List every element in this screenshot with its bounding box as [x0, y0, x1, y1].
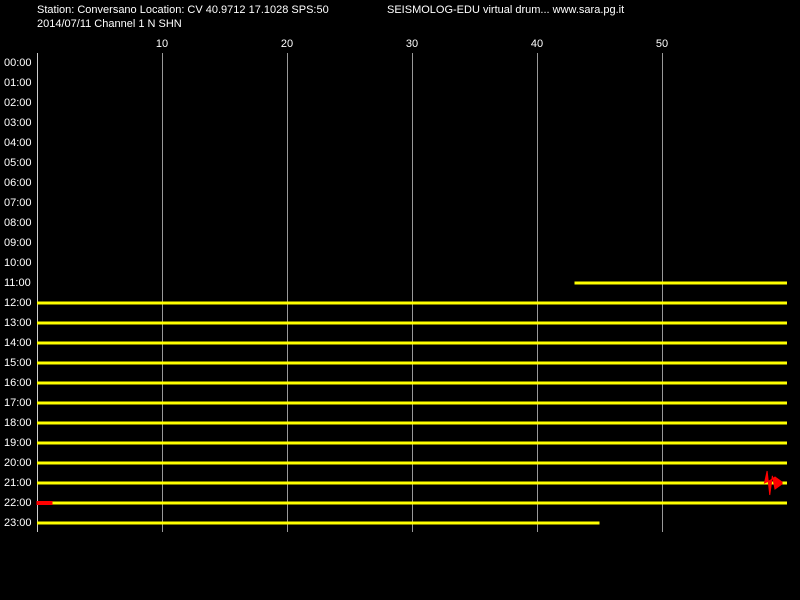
hour-label: 22:00 — [4, 497, 32, 509]
trace — [574, 281, 787, 285]
hour-label: 21:00 — [4, 477, 32, 489]
hour-label: 02:00 — [4, 97, 32, 109]
x-tick-label: 10 — [156, 38, 168, 50]
source-annotation: SEISMOLOG-EDU virtual drum... www.sara.p… — [387, 4, 624, 16]
event-highlight — [763, 470, 783, 496]
hour-label: 15:00 — [4, 357, 32, 369]
x-tick-label: 30 — [406, 38, 418, 50]
hour-label: 06:00 — [4, 177, 32, 189]
trace — [37, 381, 787, 385]
trace — [37, 321, 787, 325]
x-tick-label: 40 — [531, 38, 543, 50]
hour-label: 04:00 — [4, 137, 32, 149]
hour-label: 03:00 — [4, 117, 32, 129]
hour-label: 07:00 — [4, 197, 32, 209]
station-title: Station: Conversano Location: CV 40.9712… — [37, 4, 329, 16]
hour-label: 05:00 — [4, 157, 32, 169]
trace — [37, 361, 787, 365]
hour-label: 16:00 — [4, 377, 32, 389]
trace — [37, 481, 787, 485]
hour-label: 01:00 — [4, 77, 32, 89]
trace — [37, 301, 787, 305]
x-tick-label: 20 — [281, 38, 293, 50]
hour-label: 14:00 — [4, 337, 32, 349]
trace — [37, 441, 787, 445]
hour-label: 23:00 — [4, 517, 32, 529]
event-highlight — [36, 501, 53, 505]
x-tick-label: 50 — [656, 38, 668, 50]
trace — [37, 501, 787, 505]
trace — [37, 401, 787, 405]
hour-label: 00:00 — [4, 57, 32, 69]
trace — [37, 521, 600, 525]
date-channel: 2014/07/11 Channel 1 N SHN — [37, 18, 182, 30]
hour-label: 17:00 — [4, 397, 32, 409]
hour-label: 13:00 — [4, 317, 32, 329]
hour-label: 11:00 — [4, 277, 31, 289]
trace — [37, 461, 787, 465]
hour-label: 20:00 — [4, 457, 32, 469]
trace — [37, 341, 787, 345]
hour-label: 19:00 — [4, 437, 32, 449]
hour-label: 10:00 — [4, 257, 32, 269]
hour-label: 18:00 — [4, 417, 32, 429]
hour-label: 09:00 — [4, 237, 32, 249]
hour-label: 08:00 — [4, 217, 32, 229]
trace — [37, 421, 787, 425]
hour-label: 12:00 — [4, 297, 32, 309]
